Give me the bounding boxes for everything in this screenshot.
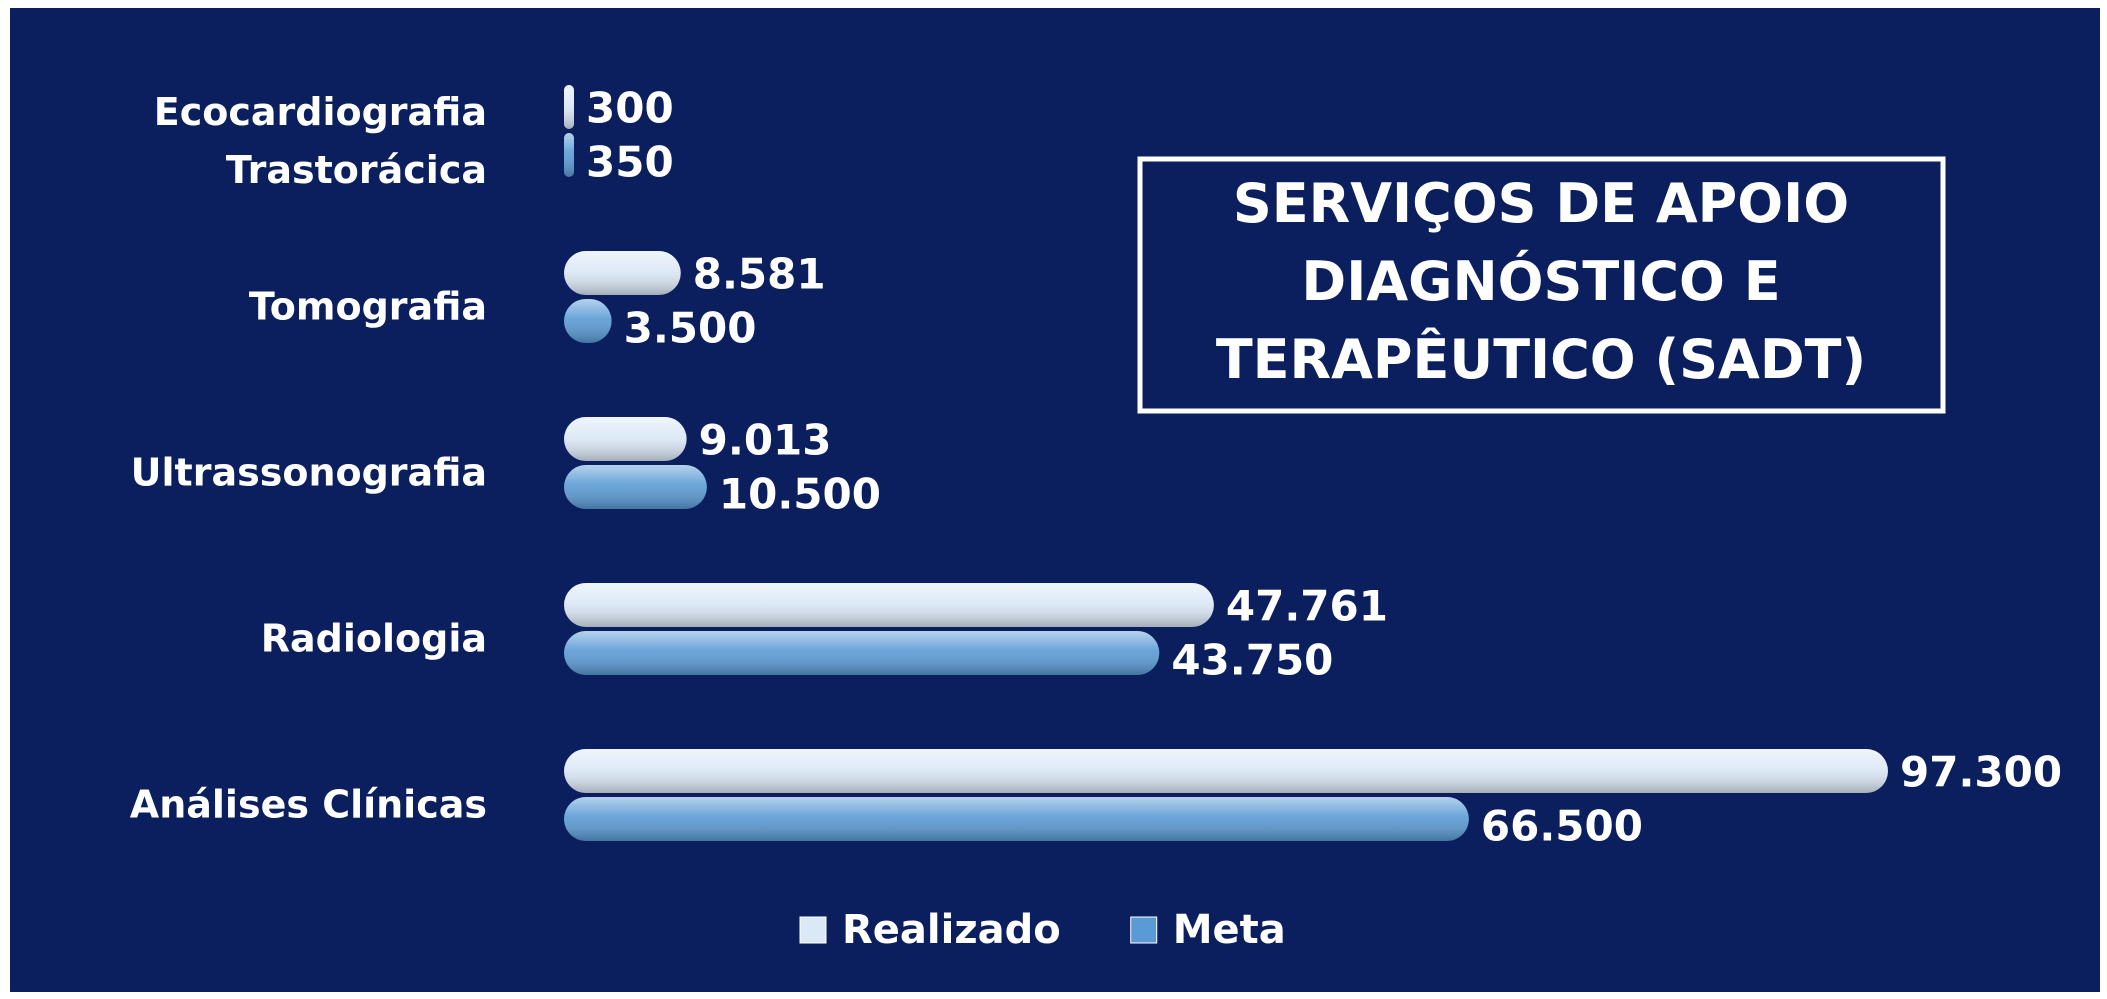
bar — [564, 583, 1214, 627]
value-label: 43.750 — [1171, 636, 1333, 685]
bar — [564, 465, 707, 509]
bar-shine — [564, 583, 1214, 627]
chart-title: SERVIÇOS DE APOIO DIAGNÓSTICO E TERAPÊUTIC… — [1216, 172, 1866, 391]
bar-shine — [564, 631, 1160, 675]
legend-marker — [799, 916, 827, 944]
bar — [564, 417, 687, 461]
bar — [564, 133, 574, 177]
bar — [564, 797, 1469, 841]
bar — [564, 749, 1888, 793]
category-label: Radiologia — [261, 617, 487, 661]
value-label: 47.761 — [1226, 582, 1388, 631]
category-label: Análises Clínicas — [130, 783, 487, 827]
bar-shine — [564, 251, 681, 295]
bar — [564, 299, 612, 343]
value-label: 350 — [586, 138, 674, 187]
value-label: 10.500 — [719, 470, 881, 519]
category-label: Ecocardiografia Trastorácica — [154, 90, 487, 192]
value-label: 66.500 — [1481, 802, 1643, 851]
bar-shine — [564, 85, 574, 129]
bar-shine — [564, 133, 574, 177]
value-label: 300 — [586, 84, 674, 133]
category-label: Ultrassonografia — [131, 451, 487, 495]
value-label: 3.500 — [624, 304, 757, 353]
value-label: 9.013 — [699, 416, 832, 465]
bar-shine — [564, 417, 687, 461]
bar-shine — [564, 465, 707, 509]
bar-shine — [564, 749, 1888, 793]
value-label: 8.581 — [693, 250, 826, 299]
bar — [564, 85, 574, 129]
bar — [564, 251, 681, 295]
bar — [564, 631, 1160, 675]
legend-label: Realizado — [842, 907, 1061, 953]
value-label: 97.300 — [1900, 748, 2062, 797]
legend-marker — [1130, 916, 1158, 944]
title-box — [1137, 156, 1946, 414]
category-label: Tomografia — [249, 285, 487, 329]
bar-shine — [564, 299, 612, 343]
bar-shine — [564, 797, 1469, 841]
legend-label: Meta — [1173, 907, 1286, 953]
